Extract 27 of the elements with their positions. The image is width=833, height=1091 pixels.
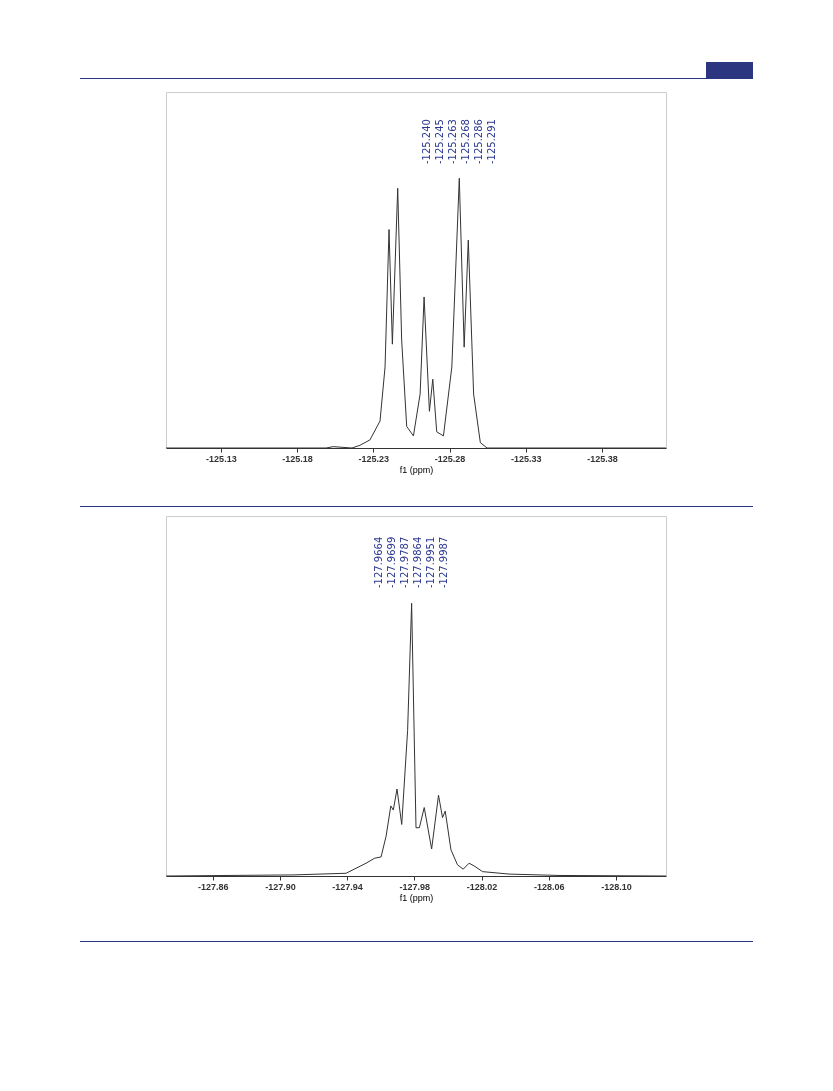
x-tick-label: -125.28 bbox=[434, 453, 466, 464]
x-axis-title: f1 (ppm) bbox=[399, 892, 434, 903]
x-tick-label: -125.13 bbox=[206, 453, 237, 464]
x-tick-label: -128.06 bbox=[533, 881, 565, 892]
text: -127.9987 bbox=[438, 536, 450, 588]
text: -125.245 bbox=[433, 119, 445, 164]
text: -125.291 bbox=[485, 119, 497, 164]
x-tick-label: -127.94 bbox=[332, 881, 363, 892]
text: -125.286 bbox=[472, 119, 484, 164]
x-tick-label: -127.98 bbox=[399, 881, 431, 892]
x-tick-label: -128.02 bbox=[466, 881, 498, 892]
text: -127.9664 bbox=[373, 536, 385, 588]
x-tick-label: -128.10 bbox=[601, 881, 632, 892]
text: -127.9699 bbox=[386, 536, 398, 588]
x-tick-label: -125.38 bbox=[587, 453, 618, 464]
text: -127.9864 bbox=[412, 536, 424, 588]
x-tick-label: -125.18 bbox=[282, 453, 313, 464]
text: -125.268 bbox=[459, 119, 471, 164]
text: -127.9951 bbox=[425, 536, 437, 588]
x-tick-label: -127.90 bbox=[265, 881, 296, 892]
x-tick-label: -125.33 bbox=[510, 453, 542, 464]
x-tick-label: -127.86 bbox=[197, 881, 229, 892]
text: -125.263 bbox=[446, 119, 458, 164]
text: -125.240 bbox=[420, 119, 432, 164]
text: -127.9787 bbox=[399, 536, 411, 588]
x-axis-title: f1 (ppm) bbox=[399, 464, 434, 475]
x-tick-label: -125.23 bbox=[358, 453, 390, 464]
